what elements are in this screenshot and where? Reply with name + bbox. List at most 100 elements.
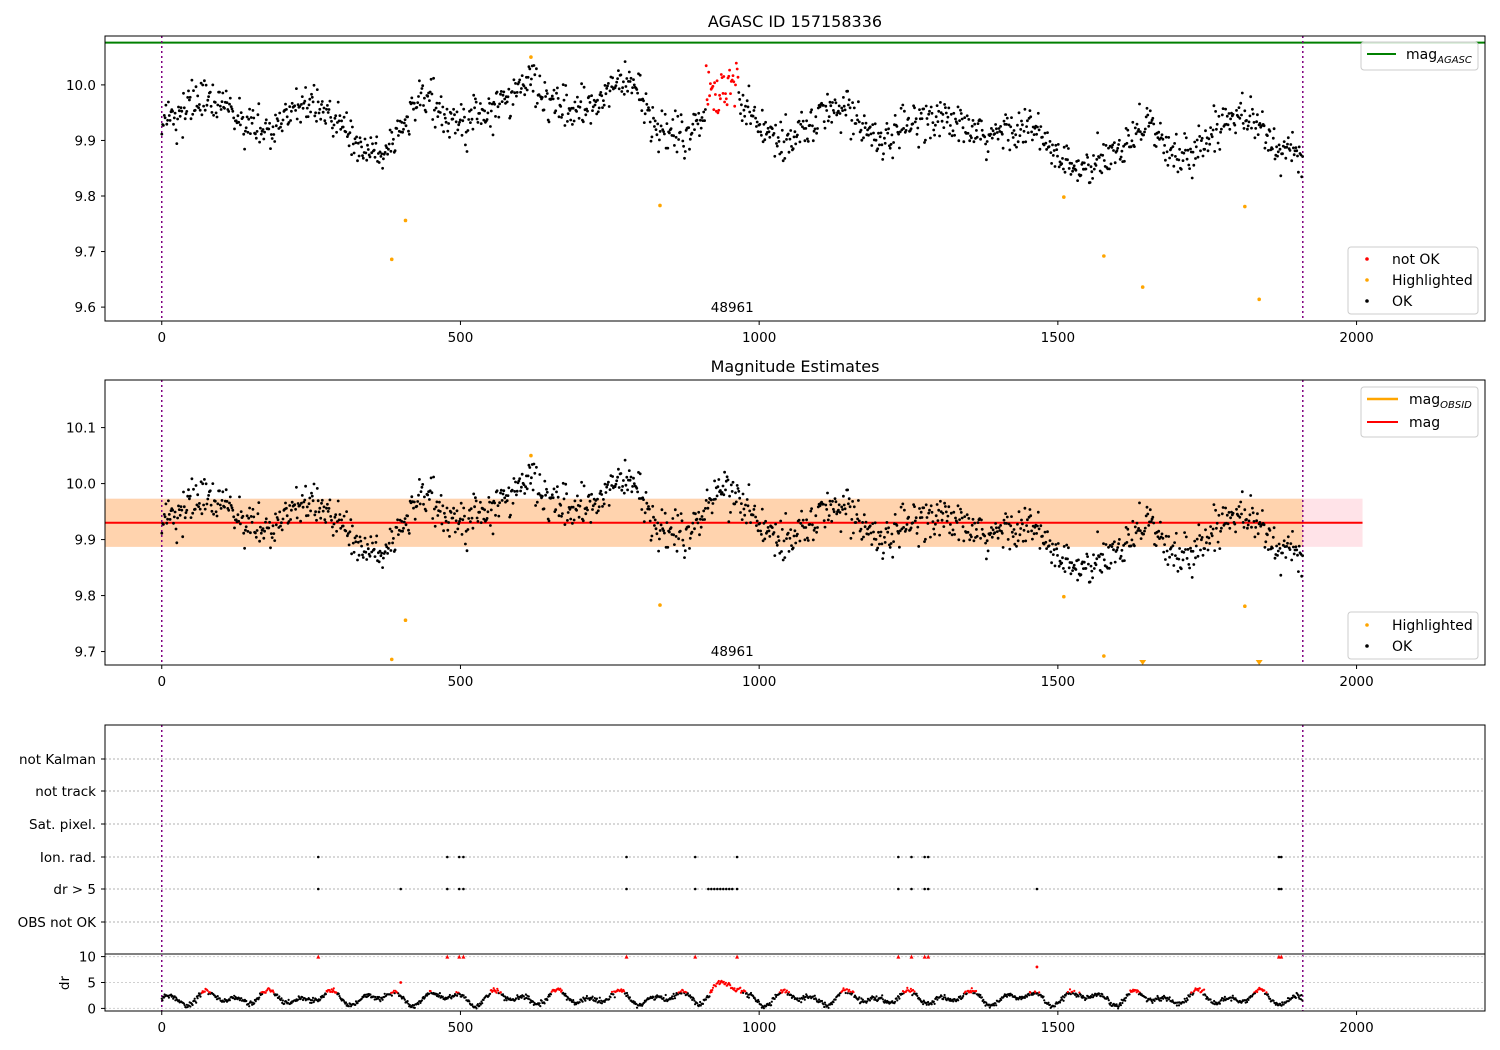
not-ok-point	[735, 67, 739, 71]
ok-point	[197, 505, 201, 508]
not-ok-point	[711, 84, 715, 88]
ok-point	[178, 513, 182, 517]
ok-point	[663, 112, 667, 116]
ok-point	[474, 100, 478, 104]
ok-point	[388, 527, 392, 531]
ok-point	[655, 532, 659, 536]
ok-point	[660, 109, 664, 113]
ok-point	[888, 146, 892, 150]
ok-point	[198, 103, 201, 106]
ok-point	[364, 550, 368, 554]
ok-point	[393, 149, 397, 153]
ok-point	[642, 498, 645, 501]
ok-point	[1205, 541, 1208, 545]
ok-point	[608, 488, 612, 491]
ok-point	[645, 501, 649, 505]
ok-point	[883, 141, 887, 145]
ok-point	[672, 533, 675, 537]
ok-point	[1107, 146, 1110, 150]
ok-point	[800, 509, 803, 513]
ok-point	[491, 532, 495, 536]
ok-point	[448, 135, 451, 139]
dr-point	[1272, 999, 1275, 1002]
dr-point	[417, 1003, 420, 1006]
ok-point	[995, 530, 999, 533]
ok-point	[728, 494, 731, 498]
dr-point	[539, 1005, 542, 1008]
ok-point	[821, 103, 825, 107]
ok-point	[397, 134, 400, 137]
ok-point	[1008, 547, 1012, 551]
ok-point	[882, 152, 885, 156]
ok-point	[935, 104, 939, 107]
dr-point	[238, 999, 241, 1002]
ok-point	[739, 112, 742, 115]
ok-point	[374, 141, 378, 145]
flag-label: not track	[35, 784, 96, 800]
ok-point	[1162, 151, 1166, 155]
ok-point	[379, 155, 383, 158]
ok-point	[711, 502, 715, 505]
ok-point	[279, 125, 282, 129]
dr-point	[714, 985, 718, 988]
ok-point	[239, 510, 243, 513]
legend-label-highlighted: Highlighted	[1392, 618, 1473, 634]
ok-point	[1205, 142, 1208, 145]
dr-point	[846, 988, 849, 991]
ok-point	[758, 123, 762, 126]
ok-point	[1246, 523, 1250, 527]
ok-point	[615, 479, 619, 483]
ok-point	[602, 498, 605, 501]
ok-point	[782, 539, 786, 543]
flag-point	[693, 855, 697, 859]
ok-point	[744, 104, 747, 108]
ok-point	[796, 133, 799, 137]
ok-point	[440, 123, 444, 127]
ok-point	[335, 529, 338, 533]
ok-point	[1053, 564, 1057, 568]
ok-point	[1174, 554, 1177, 557]
ok-point	[261, 128, 265, 131]
dr-point	[191, 1003, 194, 1007]
dr-point	[860, 997, 863, 1000]
ok-point	[331, 534, 335, 537]
dr-point	[813, 994, 816, 997]
ok-point	[280, 521, 283, 525]
ok-point	[1194, 157, 1197, 160]
ok-point	[683, 150, 687, 153]
dr-point	[438, 992, 441, 995]
ok-point	[330, 119, 333, 123]
ok-point	[600, 493, 604, 496]
ok-point	[829, 104, 833, 108]
dr-point	[517, 997, 520, 1001]
ok-point	[1252, 121, 1256, 124]
ok-point	[703, 518, 706, 521]
ok-point	[928, 109, 931, 113]
ok-point	[496, 105, 500, 109]
ok-point	[588, 499, 592, 503]
ok-point	[751, 114, 755, 118]
ok-point	[505, 499, 509, 503]
ok-point	[256, 113, 260, 117]
ok-point	[873, 521, 877, 525]
ok-point	[760, 507, 764, 511]
ok-point	[365, 158, 369, 162]
ok-point	[1111, 542, 1115, 546]
ok-point	[913, 120, 917, 124]
ok-point	[645, 102, 649, 106]
ok-point	[1087, 562, 1090, 566]
dr-point	[374, 995, 377, 999]
ok-point	[220, 499, 224, 502]
ok-point	[230, 107, 234, 111]
ok-point	[520, 74, 524, 77]
ok-point	[457, 123, 461, 127]
dr-point	[1220, 998, 1223, 1002]
ok-point	[1182, 151, 1186, 155]
ok-point	[665, 521, 669, 524]
flag-point	[625, 855, 628, 859]
ok-point	[1228, 526, 1232, 530]
dr-point	[798, 999, 801, 1003]
dr-point	[1068, 988, 1072, 991]
ok-point	[1119, 554, 1123, 558]
ok-point	[741, 93, 745, 97]
